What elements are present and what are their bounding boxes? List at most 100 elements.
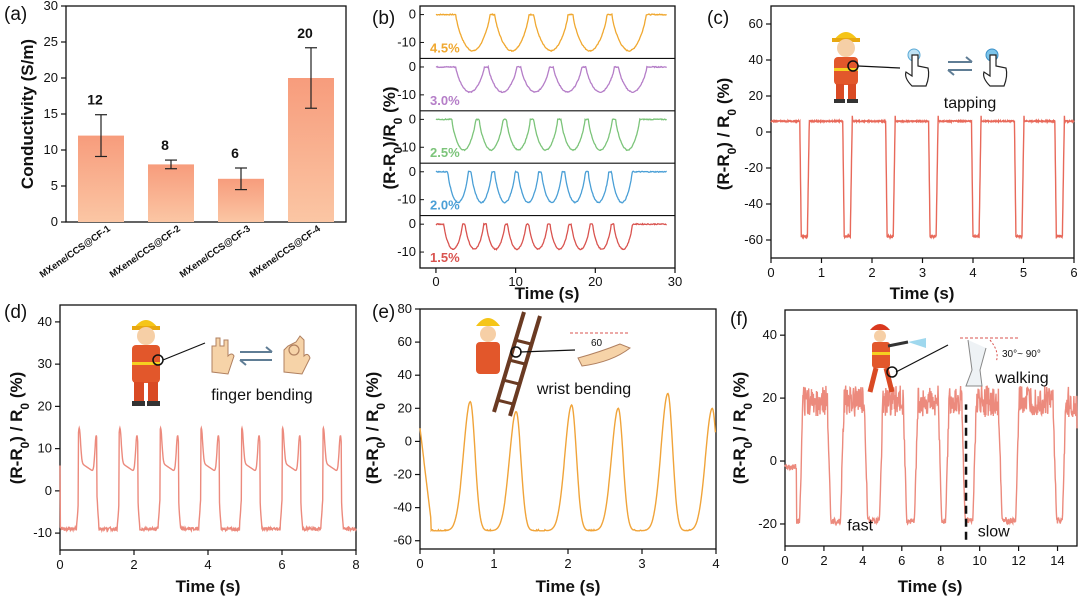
panel-b-frame xyxy=(419,5,676,269)
firefighter-illustration xyxy=(832,32,860,103)
y-tick-label: 0 xyxy=(770,453,777,468)
y-tick-label: 60 xyxy=(749,16,763,31)
panel-e-annotation: wrist bending xyxy=(536,381,631,398)
panel-b-series-line xyxy=(435,64,667,94)
x-tick-label: 14 xyxy=(1050,553,1064,568)
x-tick-label: 4 xyxy=(204,557,211,572)
tapping-hand-icon xyxy=(905,48,1008,87)
panel-d-label: (d) xyxy=(4,302,27,323)
panel-f-annotation: walking xyxy=(994,370,1048,387)
panel-a-y-tick-label: 0 xyxy=(51,214,58,229)
panel-a-bar xyxy=(148,164,194,222)
y-tick-label: -20 xyxy=(744,160,763,175)
y-tick-label: 80 xyxy=(398,301,412,316)
panel-c-x-axis-label: Time (s) xyxy=(890,284,955,303)
y-tick-label: 20 xyxy=(763,390,777,405)
x-tick-label: 0 xyxy=(767,265,774,280)
y-tick-label: 20 xyxy=(749,88,763,103)
panel-b-series-label: 3.0% xyxy=(430,93,460,108)
x-tick-label: 8 xyxy=(937,553,944,568)
panel-e-angle-label: 60 xyxy=(591,338,603,349)
panel-a-label: (a) xyxy=(4,4,27,25)
panel-b-series-label: 2.0% xyxy=(430,198,460,213)
panel-b-x-ticks: 0 10 20 30 xyxy=(432,268,682,289)
y-tick-label: 0 xyxy=(45,483,52,498)
panel-b-y-tick-label: -10 xyxy=(397,34,416,49)
panel-d-line xyxy=(59,425,357,534)
panel-d-ticks: 0 2 4 6 8 -10 0 10 20 30 40 xyxy=(33,314,359,572)
x-tick-label: 8 xyxy=(352,557,359,572)
panel-f: (f) 0 2 4 6 8 10 12 14 -20 0 20 40 fast slow (R-R0)… xyxy=(730,309,1078,596)
panel-c-label: (c) xyxy=(707,8,729,29)
y-tick-label: -60 xyxy=(393,533,412,548)
y-tick-label: -60 xyxy=(744,232,763,247)
x-tick-label: 1 xyxy=(818,265,825,280)
panel-b-series-line xyxy=(435,13,667,53)
panel-a-y-tick-label: 5 xyxy=(51,178,58,193)
panel-d: (d) 0 2 4 6 8 -10 0 10 20 30 40 (R-R0) / R0 (%) Ti… xyxy=(4,302,360,596)
panel-c-ticks: 0 1 2 3 4 5 6 -60 -40 -20 0 20 40 60 xyxy=(744,16,1077,280)
y-tick-label: -20 xyxy=(758,516,777,531)
panel-b-x-tick-label: 20 xyxy=(588,274,602,289)
panel-b-y-tick-label: 0 xyxy=(409,216,416,231)
finger-bending-hand-icon xyxy=(211,335,311,375)
panel-a-category-label: MXene/CCS@CF-4 xyxy=(248,223,323,280)
panel-b-y-axis-label: (R-R0)/R0 (%) xyxy=(380,86,405,189)
panel-c-y-axis-label: (R-R0) / R0 (%) xyxy=(714,78,739,191)
x-tick-label: 4 xyxy=(712,556,719,571)
x-tick-label: 2 xyxy=(130,557,137,572)
panel-a-category-label: MXene/CCS@CF-2 xyxy=(108,223,183,280)
panel-c: (c) 0 1 2 3 4 5 6 -60 -40 -20 0 20 40 60 (R-R0) / R0 … xyxy=(707,5,1078,303)
pointer-line xyxy=(519,349,576,353)
x-tick-label: 2 xyxy=(820,553,827,568)
x-tick-label: 4 xyxy=(859,553,866,568)
panel-f-ticks: 0 2 4 6 8 10 12 14 -20 0 20 40 xyxy=(758,327,1065,568)
panel-b: (b) 0 -10 4.5% 0 -10 3.0% 0 -10 2.5% 0 -10 2.0% 0 -10… xyxy=(372,5,682,303)
x-tick-label: 10 xyxy=(972,553,986,568)
panel-a: (a) Conductivity (S/m) 0 5 10 15 20 25 30 12 8 6… xyxy=(4,0,347,280)
panel-b-y-tick-label: -10 xyxy=(397,192,416,207)
x-tick-label: 6 xyxy=(898,553,905,568)
y-tick-label: -40 xyxy=(744,196,763,211)
panel-a-y-tick-label: 30 xyxy=(44,0,58,13)
y-tick-label: 40 xyxy=(38,314,52,329)
panel-b-y-tick-label: -10 xyxy=(397,139,416,154)
panel-f-label: (f) xyxy=(730,309,748,330)
panel-f-line xyxy=(784,385,1078,527)
panel-b-series-line xyxy=(435,222,667,251)
y-tick-label: 0 xyxy=(405,433,412,448)
panel-e-y-axis-label: (R-R0) / R0 (%) xyxy=(363,372,388,485)
panel-e-ticks: 0 1 2 3 4 -60 -40 -20 0 20 40 60 80 xyxy=(393,301,719,571)
y-tick-label: 10 xyxy=(38,441,52,456)
panel-a-y-tick-label: 20 xyxy=(44,70,58,85)
panel-b-series-label: 4.5% xyxy=(430,40,460,55)
x-tick-label: 4 xyxy=(969,265,976,280)
panel-a-data-label: 20 xyxy=(297,25,313,41)
x-tick-label: 0 xyxy=(56,557,63,572)
panel-d-y-axis-label: (R-R0) / R0 (%) xyxy=(7,372,32,485)
panel-b-y-tick-label: 0 xyxy=(409,111,416,126)
panel-f-y-axis-label: (R-R0) / R0 (%) xyxy=(730,372,755,485)
panel-a-category-label: MXene/CCS@CF-1 xyxy=(38,223,113,280)
panel-c-annotation: tapping xyxy=(944,95,997,112)
y-tick-label: -40 xyxy=(393,500,412,515)
panel-a-y-tick-label: 10 xyxy=(44,142,58,157)
panel-f-frame xyxy=(784,309,1078,547)
x-tick-label: 6 xyxy=(278,557,285,572)
x-tick-label: 3 xyxy=(919,265,926,280)
panel-f-slow-label: slow xyxy=(978,524,1010,541)
panel-b-y-tick-label: -10 xyxy=(397,244,416,259)
panel-e-x-axis-label: Time (s) xyxy=(536,577,601,596)
y-tick-label: -10 xyxy=(33,525,52,540)
panel-b-y-tick-label: 0 xyxy=(409,7,416,22)
panel-b-label: (b) xyxy=(372,8,395,29)
x-tick-label: 3 xyxy=(638,556,645,571)
panel-b-series-label: 2.5% xyxy=(430,145,460,160)
x-tick-label: 1 xyxy=(490,556,497,571)
panel-a-data-label: 12 xyxy=(87,92,103,108)
panel-a-data-label: 8 xyxy=(161,137,169,153)
panel-a-data-label: 6 xyxy=(231,145,239,161)
pointer-line xyxy=(857,65,901,69)
ladder-firefighter-illustration xyxy=(476,311,542,417)
panel-f-x-axis-label: Time (s) xyxy=(898,577,963,596)
